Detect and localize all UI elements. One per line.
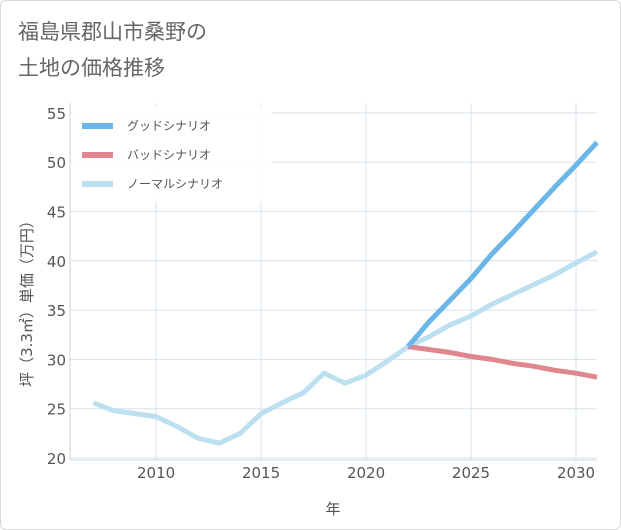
y-tick-label: 30 <box>47 351 66 369</box>
legend-label-1: バッドシナリオ <box>127 148 211 162</box>
x-tick-label: 2020 <box>347 464 385 482</box>
series-lines <box>92 140 599 446</box>
y-tick-label: 35 <box>47 302 66 320</box>
x-tick-label: 2030 <box>557 464 595 482</box>
y-tick-label: 50 <box>47 154 66 172</box>
x-tick-label: 2025 <box>452 464 490 482</box>
y-axis-label: 坪（3.3㎡）単価（万円） <box>18 213 36 387</box>
chart-title: 福島県郡山市桑野の 土地の価格推移 <box>18 20 207 80</box>
series-line-1 <box>407 344 598 380</box>
x-tick-label: 2015 <box>242 464 280 482</box>
y-tick-label: 40 <box>47 253 66 271</box>
y-tick-label: 20 <box>47 450 66 468</box>
y-tick-label: 25 <box>47 401 66 419</box>
series-line-2 <box>92 249 599 446</box>
legend-label-2: ノーマルシナリオ <box>127 177 223 191</box>
grid <box>69 103 597 461</box>
x-tick-label: 2010 <box>137 464 175 482</box>
x-axis-label: 年 <box>325 500 340 518</box>
legend-label-0: グッドシナリオ <box>127 119 211 133</box>
y-tick-label: 55 <box>47 105 66 123</box>
series-line-0 <box>406 140 599 349</box>
y-tick-label: 45 <box>47 203 66 221</box>
